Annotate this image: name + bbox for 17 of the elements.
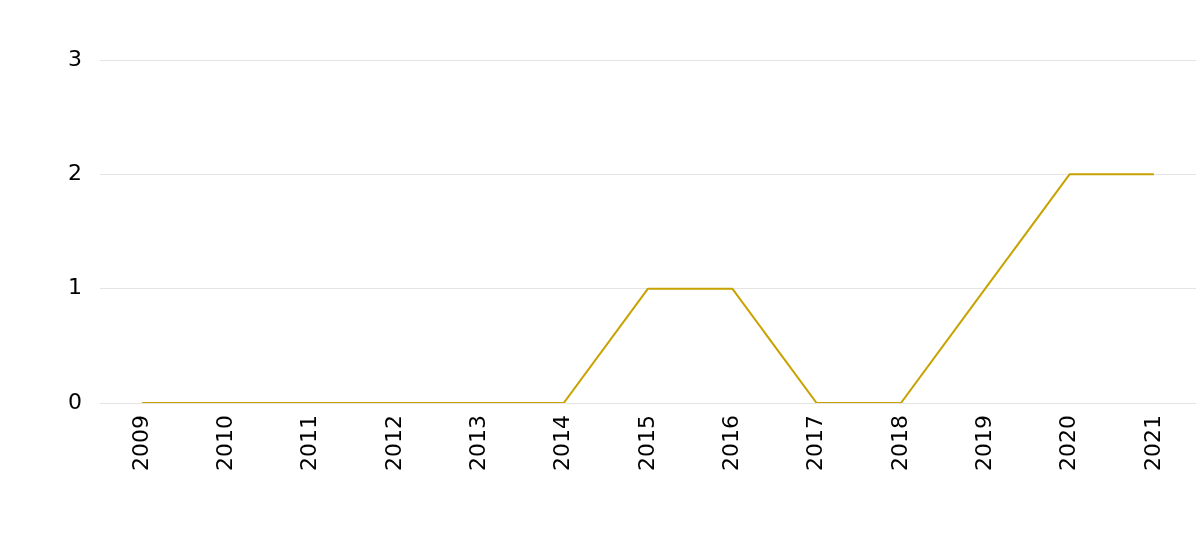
y-tick-label: 1	[68, 274, 82, 300]
x-tick-label: 2014	[549, 415, 575, 472]
x-tick-label: 2009	[127, 415, 153, 472]
x-tick-label: 2019	[970, 415, 996, 472]
x-tick-label: 2010	[212, 415, 238, 472]
x-tick-label: 2016	[718, 415, 744, 472]
y-tick-label: 0	[68, 388, 82, 414]
x-tick-label: 2015	[633, 415, 659, 472]
x-tick-label: 2012	[380, 415, 406, 472]
x-tick-label: 2018	[886, 415, 912, 472]
x-tick-label: 2011	[296, 415, 322, 472]
x-tick-label: 2013	[465, 415, 491, 472]
x-tick-label: 2020	[1055, 415, 1081, 472]
y-tick-label: 3	[68, 45, 82, 71]
x-tick-label: 2017	[802, 415, 828, 472]
x-tick-label: 2021	[1139, 415, 1165, 472]
y-tick-label: 2	[68, 160, 82, 186]
